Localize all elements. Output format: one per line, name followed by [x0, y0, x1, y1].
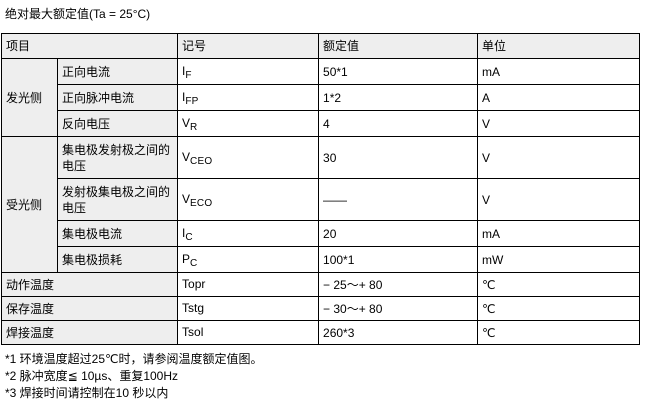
symbol-cell: Tstg	[177, 296, 320, 321]
rating-cell: 30	[318, 136, 479, 179]
symbol-subscript: ECO	[190, 197, 213, 209]
symbol-cell: PC	[177, 246, 320, 273]
symbol-cell: Tsol	[177, 320, 320, 345]
symbol-subscript: F	[185, 69, 192, 81]
symbol-base: Tsol	[182, 324, 204, 339]
item-cell: 集电极损耗	[56, 246, 179, 273]
symbol-cell: IC	[177, 220, 320, 247]
symbol-subscript: C	[185, 231, 193, 243]
rating-cell: − 25～+ 80	[318, 272, 479, 297]
symbol-subscript: CEO	[190, 155, 213, 167]
symbol-cell: IF	[177, 58, 320, 85]
table-row: 集电极损耗 PC 100*1 mW	[2, 246, 641, 273]
rating-cell: − 30～+ 80	[318, 296, 479, 321]
rating-cell: 4	[318, 110, 479, 137]
table-row: 发射极集电极之间的电压 VECO —— V	[2, 178, 641, 221]
item-cell: 集电极电流	[56, 220, 179, 247]
symbol-base: V	[182, 115, 191, 130]
table-row: 焊接温度 Tsol 260*3 ℃	[0, 320, 641, 345]
footnotes: *1 环境温度超过25℃时，请参阅温度额定值图。 *2 脉冲宽度≦ 10µs、重…	[5, 351, 646, 402]
table-row: 集电极电流 IC 20 mA	[2, 220, 641, 247]
footnote-2: *2 脉冲宽度≦ 10µs、重复100Hz	[5, 369, 179, 383]
unit-cell: V	[477, 136, 641, 179]
header-rating: 额定值	[318, 33, 479, 59]
table-row: 保存温度 Tstg − 30～+ 80 ℃	[0, 296, 641, 321]
table-header-row: 项目 记号 额定值 单位	[0, 33, 641, 59]
item-cell: 正向电流	[56, 58, 179, 85]
unit-cell: V	[477, 110, 641, 137]
unit-cell: ℃	[477, 296, 641, 321]
unit-cell: mA	[477, 58, 641, 85]
unit-cell: mA	[477, 220, 641, 247]
item-cell: 保存温度	[0, 296, 179, 321]
rating-cell: ——	[318, 178, 479, 221]
table-row: 正向脉冲电流 IFP 1*2 A	[2, 84, 641, 111]
table-row: 发光侧 正向电流 IF 50*1 mA	[1, 58, 641, 137]
symbol-base: I	[182, 63, 186, 78]
header-symbol: 记号	[177, 33, 320, 59]
unit-cell: ℃	[477, 320, 641, 345]
group-cell-detector: 受光侧	[1, 136, 58, 273]
table-row: 受光侧 集电极发射极之间的电压 VCEO 30 V	[1, 136, 641, 273]
item-cell: 集电极发射极之间的电压	[56, 136, 179, 179]
symbol-cell: VECO	[177, 178, 320, 221]
rating-cell: 260*3	[318, 320, 479, 345]
symbol-cell: IFP	[177, 84, 320, 111]
table-row: 反向电压 VR 4 V	[2, 110, 641, 137]
page-title: 绝对最大额定值(Ta = 25°C)	[5, 7, 151, 21]
footnote-1: *1 环境温度超过25℃时，请参阅温度额定值图。	[5, 352, 263, 366]
footnote-3: *3 焊接时间请控制在10 秒以内	[5, 386, 169, 400]
rating-cell: 50*1	[318, 58, 479, 85]
rating-cell: 1*2	[318, 84, 479, 111]
symbol-subscript: R	[190, 121, 198, 133]
unit-cell: ℃	[477, 272, 641, 297]
symbol-base: I	[182, 225, 186, 240]
table-row: 动作温度 Topr − 25～+ 80 ℃	[0, 272, 641, 297]
unit-cell: mW	[477, 246, 641, 273]
symbol-subscript: FP	[185, 95, 199, 107]
symbol-base: Topr	[182, 276, 206, 291]
rating-cell: 20	[318, 220, 479, 247]
symbol-cell: VR	[177, 110, 320, 137]
symbol-base: Tstg	[182, 300, 205, 315]
symbol-base: I	[182, 89, 186, 104]
symbol-cell: VCEO	[177, 136, 320, 179]
header-unit: 单位	[477, 33, 641, 59]
item-cell: 反向电压	[56, 110, 179, 137]
symbol-base: V	[182, 149, 191, 164]
symbol-cell: Topr	[177, 272, 320, 297]
symbol-base: P	[182, 251, 191, 266]
ratings-table: 项目 记号 额定值 单位 发光侧 正向电流 IF 50*1 mA 正向脉冲电流 …	[0, 33, 641, 345]
unit-cell: A	[477, 84, 641, 111]
unit-cell: V	[477, 178, 641, 221]
header-item: 项目	[0, 33, 179, 59]
item-cell: 焊接温度	[0, 320, 179, 345]
group-cell-emitter: 发光侧	[1, 58, 58, 137]
rating-cell: 100*1	[318, 246, 479, 273]
symbol-base: V	[182, 191, 191, 206]
item-cell: 正向脉冲电流	[56, 84, 179, 111]
symbol-subscript: C	[190, 257, 198, 269]
item-cell: 动作温度	[0, 272, 179, 297]
item-cell: 发射极集电极之间的电压	[56, 178, 179, 221]
